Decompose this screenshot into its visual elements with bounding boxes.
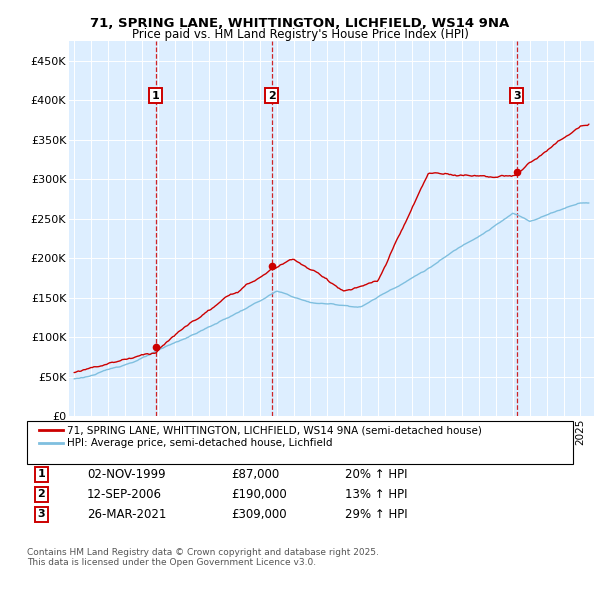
Text: £87,000: £87,000 [231, 468, 279, 481]
Text: 71, SPRING LANE, WHITTINGTON, LICHFIELD, WS14 9NA: 71, SPRING LANE, WHITTINGTON, LICHFIELD,… [91, 17, 509, 30]
Text: 71, SPRING LANE, WHITTINGTON, LICHFIELD, WS14 9NA (semi-detached house): 71, SPRING LANE, WHITTINGTON, LICHFIELD,… [67, 425, 482, 435]
Text: 29% ↑ HPI: 29% ↑ HPI [345, 508, 407, 521]
Text: 2: 2 [38, 490, 45, 499]
Text: 3: 3 [513, 91, 521, 101]
Text: 12-SEP-2006: 12-SEP-2006 [87, 488, 162, 501]
Text: 1: 1 [152, 91, 160, 101]
Text: 2: 2 [268, 91, 275, 101]
Text: Price paid vs. HM Land Registry's House Price Index (HPI): Price paid vs. HM Land Registry's House … [131, 28, 469, 41]
Text: 26-MAR-2021: 26-MAR-2021 [87, 508, 166, 521]
Text: 20% ↑ HPI: 20% ↑ HPI [345, 468, 407, 481]
Text: Contains HM Land Registry data © Crown copyright and database right 2025.
This d: Contains HM Land Registry data © Crown c… [27, 548, 379, 567]
Text: £309,000: £309,000 [231, 508, 287, 521]
Text: £190,000: £190,000 [231, 488, 287, 501]
Text: 13% ↑ HPI: 13% ↑ HPI [345, 488, 407, 501]
Text: 02-NOV-1999: 02-NOV-1999 [87, 468, 166, 481]
Text: HPI: Average price, semi-detached house, Lichfield: HPI: Average price, semi-detached house,… [67, 438, 332, 447]
Text: 3: 3 [38, 510, 45, 519]
Text: 1: 1 [38, 470, 45, 479]
